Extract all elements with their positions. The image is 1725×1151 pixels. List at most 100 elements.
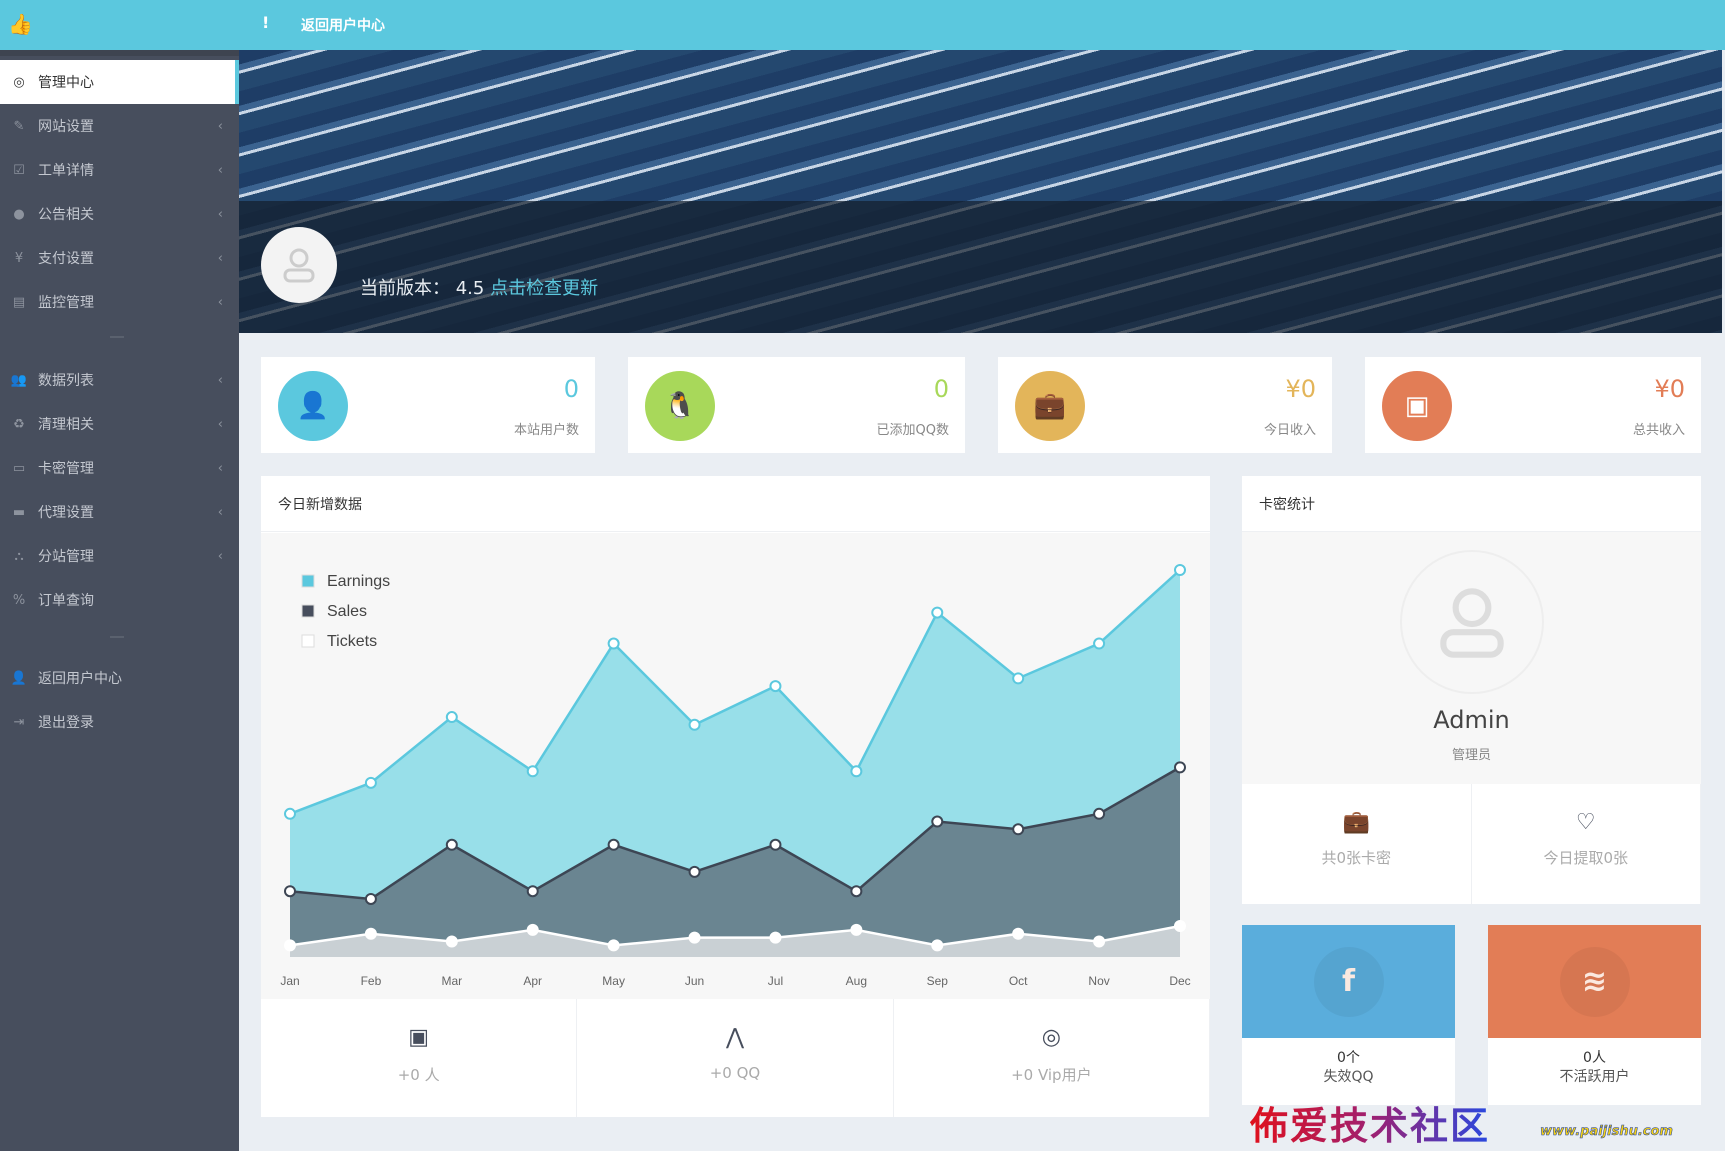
summary-tile: f 0个 失效QQ <box>1242 925 1455 1105</box>
sidebar-item[interactable]: 👤 返回用户中心 <box>0 656 239 700</box>
data-point <box>931 606 944 619</box>
sidebar: ◎ 管理中心 ✎ 网站设置 ‹ ☑ 工单详情 ‹ ● 公告相关 ‹ ¥ 支付设置 ‹ ▤ 监控管理 ‹ 👥 数据列表… <box>0 50 239 1151</box>
x-tick-label: Sep <box>927 974 949 988</box>
profile: Admin 管理员 <box>1242 532 1701 784</box>
card-stat: ♡ 今日提取0张 <box>1472 784 1701 904</box>
data-point <box>1012 672 1025 685</box>
users-icon: 👥 <box>10 372 28 388</box>
wallet-icon: ▣ <box>1382 371 1452 441</box>
tile-value: 0人 <box>1583 1050 1606 1066</box>
series-line-earnings <box>289 569 1181 815</box>
stat-value: 0 <box>933 375 949 403</box>
panel-title: 卡密统计 <box>1242 476 1701 532</box>
data-point <box>931 939 944 952</box>
tile-label: 不活跃用户 <box>1559 1069 1630 1085</box>
sidebar-item-label: 工单详情 <box>38 163 94 179</box>
sidebar-item[interactable]: ▬ 代理设置 ‹ <box>0 490 239 534</box>
data-point <box>284 807 296 820</box>
data-point <box>769 680 782 693</box>
sidebar-item[interactable]: ¥ 支付设置 ‹ <box>0 236 239 280</box>
area-chart: Jan Feb Mar Apr May Jun Jul Aug Sep Oct Nov Dec Earn… <box>261 533 1210 999</box>
chevron-left-icon: ‹ <box>217 548 223 564</box>
watermark-url: www.paijishu.com <box>1540 1124 1673 1140</box>
x-tick-label: May <box>602 974 625 988</box>
footer-stat-text: +0 Vip用户 <box>1011 1066 1092 1084</box>
x-tick-label: Jan <box>280 974 299 988</box>
data-point <box>445 711 458 724</box>
briefcase-icon: 💼 <box>1342 810 1370 835</box>
user-icon: 👤 <box>10 670 28 686</box>
stat-value: 0 <box>563 375 579 403</box>
chart-panel: 今日新增数据 Jan Feb Mar Apr May Jun Jul Aug Sep Oct Nov… <box>261 476 1210 1117</box>
sidebar-item[interactable]: 👥 数据列表 ‹ <box>0 358 239 402</box>
sidebar-item[interactable]: ● 公告相关 ‹ <box>0 192 239 236</box>
sidebar-item-label: 清理相关 <box>38 417 94 433</box>
x-tick-label: Dec <box>1169 974 1190 988</box>
user-icon <box>1439 588 1504 658</box>
x-tick-label: Aug <box>846 974 867 988</box>
avatar <box>261 227 337 303</box>
data-point <box>445 838 458 851</box>
chevron-left-icon: ‹ <box>217 206 223 222</box>
top-header: 👍 ! 返回用户中心 <box>0 0 1725 50</box>
life-ring-icon: ◎ <box>1041 1025 1061 1050</box>
sidebar-item[interactable]: ▭ 卡密管理 ‹ <box>0 446 239 490</box>
stat-card: ▣ ¥0 总共收入 <box>1365 357 1701 453</box>
footer-stat-text: +0 人 <box>397 1066 440 1084</box>
sidebar-item-label: 管理中心 <box>38 75 94 91</box>
exclamation-circle-icon: ● <box>13 206 25 222</box>
sidebar-item[interactable]: ▤ 监控管理 ‹ <box>0 280 239 324</box>
banner-overlay <box>239 201 1722 333</box>
x-tick-label: Feb <box>361 974 382 988</box>
data-point <box>526 923 539 936</box>
sidebar-item[interactable]: % 订单查询 <box>0 578 239 622</box>
sidebar-item[interactable]: ✎ 网站设置 ‹ <box>0 104 239 148</box>
stat-label: 已添加QQ数 <box>876 423 949 438</box>
data-point <box>607 939 620 952</box>
sitemap-icon: ⛬ <box>14 548 24 564</box>
version-label: 当前版本： <box>360 278 450 299</box>
data-point <box>688 931 701 944</box>
dashboard-icon: ◎ <box>13 74 25 90</box>
data-point <box>1093 807 1106 820</box>
check-update-link[interactable]: 点击检查更新 <box>490 278 599 299</box>
sidebar-item-label: 公告相关 <box>38 207 94 223</box>
x-tick-label: Oct <box>1009 974 1028 988</box>
thumbs-up-icon[interactable]: 👍 <box>8 12 33 36</box>
data-point <box>284 885 296 898</box>
data-point <box>1174 920 1186 933</box>
sidebar-item[interactable]: ⇥ 退出登录 <box>0 700 239 744</box>
back-to-user-center-link[interactable]: 返回用户中心 <box>301 18 385 34</box>
sidebar-item[interactable]: ⛬ 分站管理 ‹ <box>0 534 239 578</box>
data-point <box>769 838 782 851</box>
briefcase-icon: 💼 <box>1015 371 1085 441</box>
stat-card: 🐧 0 已添加QQ数 <box>628 357 965 453</box>
tile-value: 0个 <box>1337 1050 1360 1066</box>
card-stat-text: 共0张卡密 <box>1321 849 1392 867</box>
summary-tile: ≋ 0人 不活跃用户 <box>1488 925 1701 1105</box>
credit-card-icon: ▭ <box>12 460 26 476</box>
sidebar-item-label: 网站设置 <box>38 119 94 135</box>
sidebar-item[interactable]: ♻ 清理相关 ‹ <box>0 402 239 446</box>
avatar <box>1399 550 1544 694</box>
data-point <box>769 931 782 944</box>
percent-icon: % <box>12 592 26 608</box>
legend-label: Earnings <box>327 573 390 590</box>
sidebar-item[interactable]: ◎ 管理中心 <box>0 60 239 104</box>
sidebar-item-label: 代理设置 <box>38 505 94 521</box>
panel-title: 今日新增数据 <box>261 476 1210 532</box>
server-icon: ▤ <box>12 294 26 310</box>
stat-label: 今日收入 <box>1263 423 1316 438</box>
stat-value: ¥0 <box>1654 375 1685 403</box>
version-info: 当前版本： 4.5 点击检查更新 <box>360 274 598 300</box>
data-point <box>1174 761 1186 774</box>
legend-label: Tickets <box>327 633 377 650</box>
stat-value: ¥0 <box>1285 375 1316 403</box>
exclamation-icon[interactable]: ! <box>262 13 270 32</box>
data-point <box>850 923 863 936</box>
chevron-left-icon: ‹ <box>217 250 223 266</box>
data-point <box>850 765 863 778</box>
chevron-left-icon: ‹ <box>217 460 223 476</box>
chevron-left-icon: ‹ <box>217 294 223 310</box>
sidebar-item[interactable]: ☑ 工单详情 ‹ <box>0 148 239 192</box>
